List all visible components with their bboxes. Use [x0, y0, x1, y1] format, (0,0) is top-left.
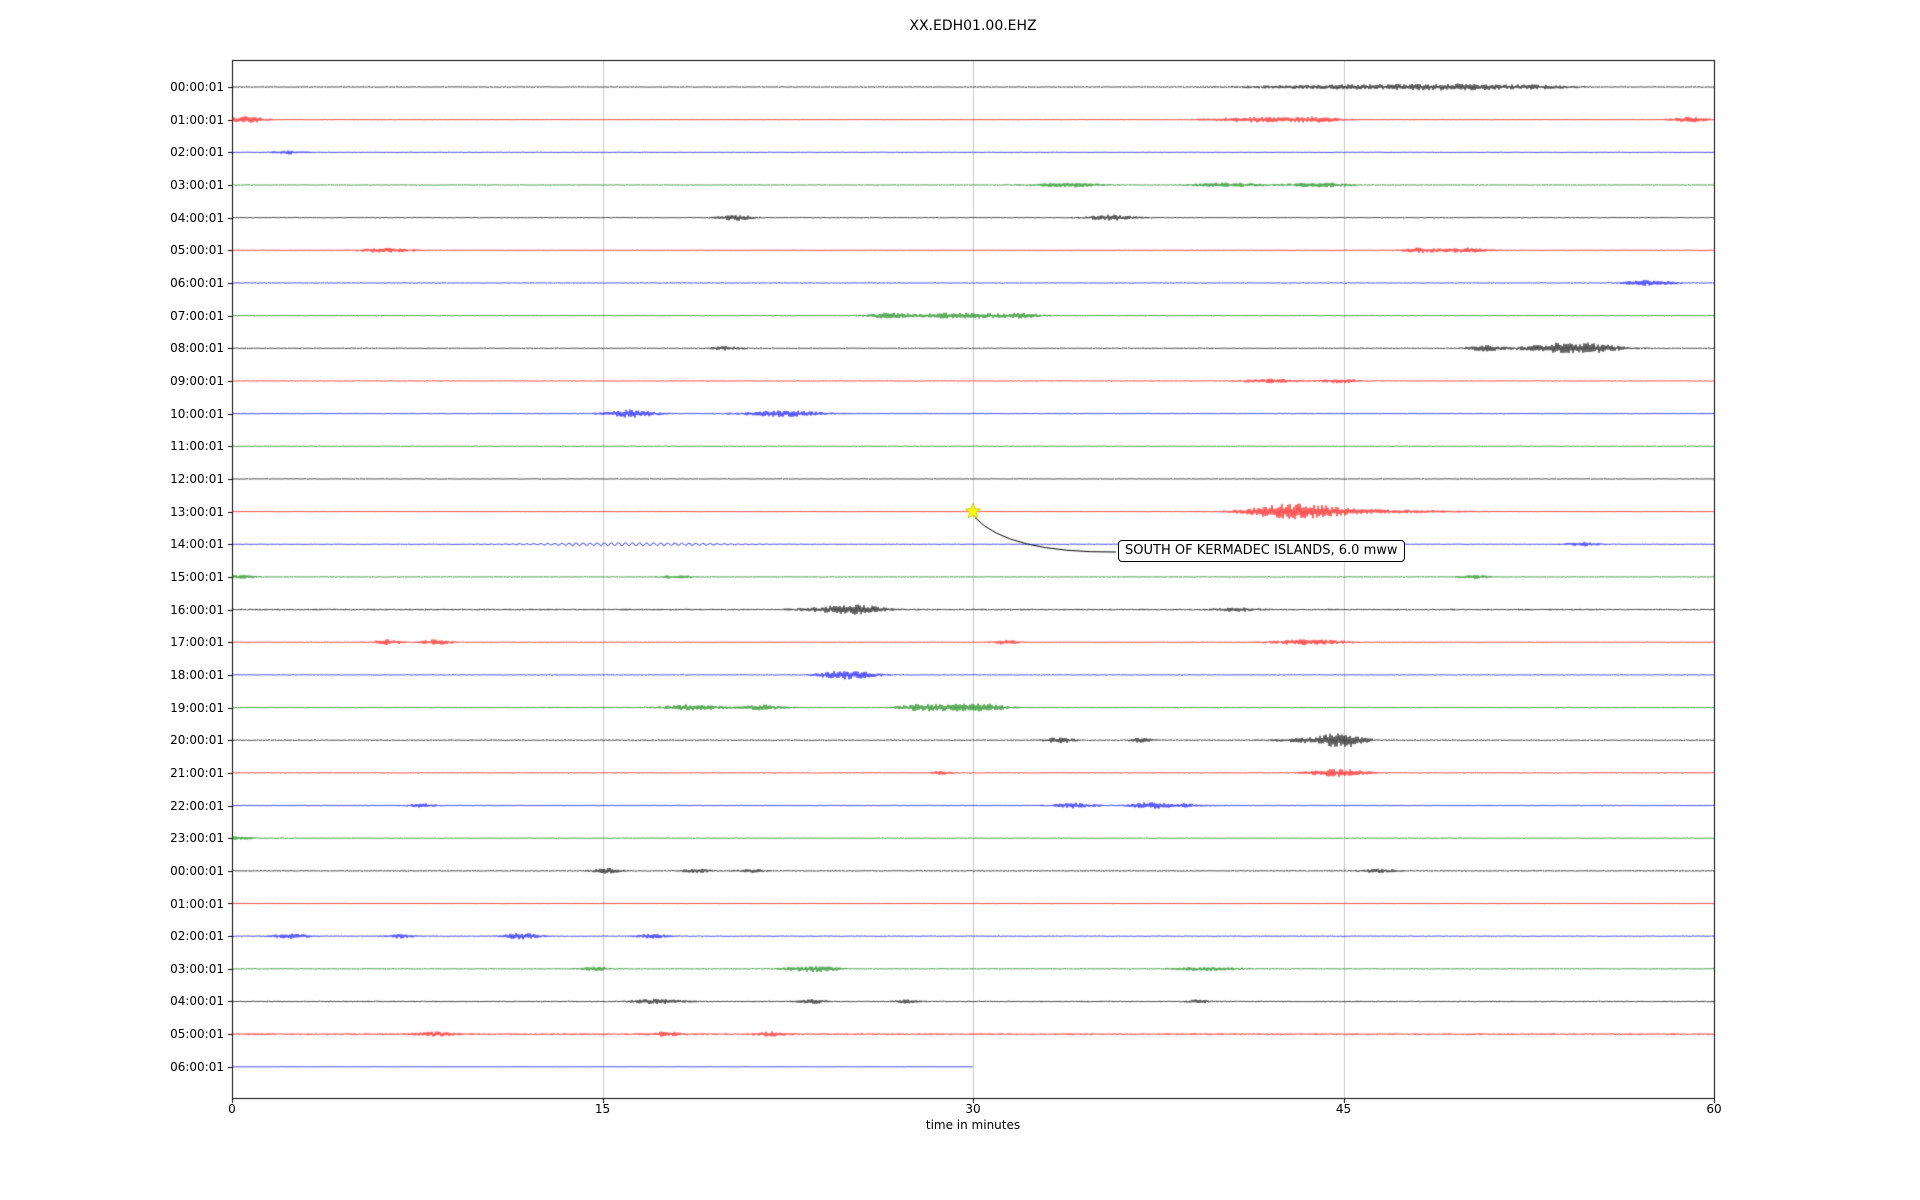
trace-label: 09:00:01: [170, 373, 224, 388]
trace-label: 00:00:01: [170, 80, 224, 94]
trace-label: 20:00:01: [170, 733, 224, 748]
event-annotation: SOUTH OF KERMADEC ISLANDS, 6.0 mww: [1118, 540, 1405, 562]
trace-label: 15:00:01: [170, 569, 224, 584]
x-tick-label: 30: [965, 1102, 981, 1116]
trace-label: 07:00:01: [170, 308, 224, 323]
trace-label: 21:00:01: [170, 765, 224, 780]
trace-label: 03:00:01: [170, 961, 224, 976]
trace-label: 13:00:01: [170, 504, 224, 519]
trace-label: 05:00:01: [170, 243, 224, 258]
trace-label: 04:00:01: [170, 994, 224, 1009]
trace-label: 08:00:01: [170, 341, 224, 356]
trace-label: 10:00:01: [170, 406, 224, 421]
trace-label: 01:00:01: [170, 896, 224, 911]
trace-label: 23:00:01: [170, 831, 224, 846]
trace-label: 01:00:01: [170, 112, 224, 127]
x-axis-label: time in minutes: [925, 1118, 1021, 1132]
trace-label: 19:00:01: [170, 700, 224, 715]
x-tick-label: 60: [1706, 1102, 1722, 1116]
x-tick-label: 15: [594, 1102, 611, 1116]
trace-label: 12:00:01: [170, 471, 224, 486]
trace-label: 18:00:01: [170, 667, 224, 682]
trace-label: 17:00:01: [170, 635, 224, 650]
trace-label: 03:00:01: [170, 177, 224, 192]
trace-label: 05:00:01: [170, 1027, 224, 1042]
trace-label: 04:00:01: [170, 210, 224, 225]
trace-label: 14:00:01: [170, 537, 224, 552]
chart-title: XX.EDH01.00.EHZ: [909, 18, 1037, 34]
trace-label: 02:00:01: [170, 145, 224, 160]
trace-label: 06:00:01: [170, 1059, 224, 1074]
trace-label: 16:00:01: [170, 602, 224, 617]
trace-label: 22:00:01: [170, 798, 224, 813]
trace-label: 00:00:01: [170, 863, 224, 878]
trace-label: 06:00:01: [170, 275, 224, 290]
x-tick-label: 45: [1335, 1102, 1352, 1116]
trace-label: 02:00:01: [170, 929, 224, 944]
x-tick-label: 0: [228, 1102, 236, 1116]
trace-label: 11:00:01: [170, 439, 224, 454]
